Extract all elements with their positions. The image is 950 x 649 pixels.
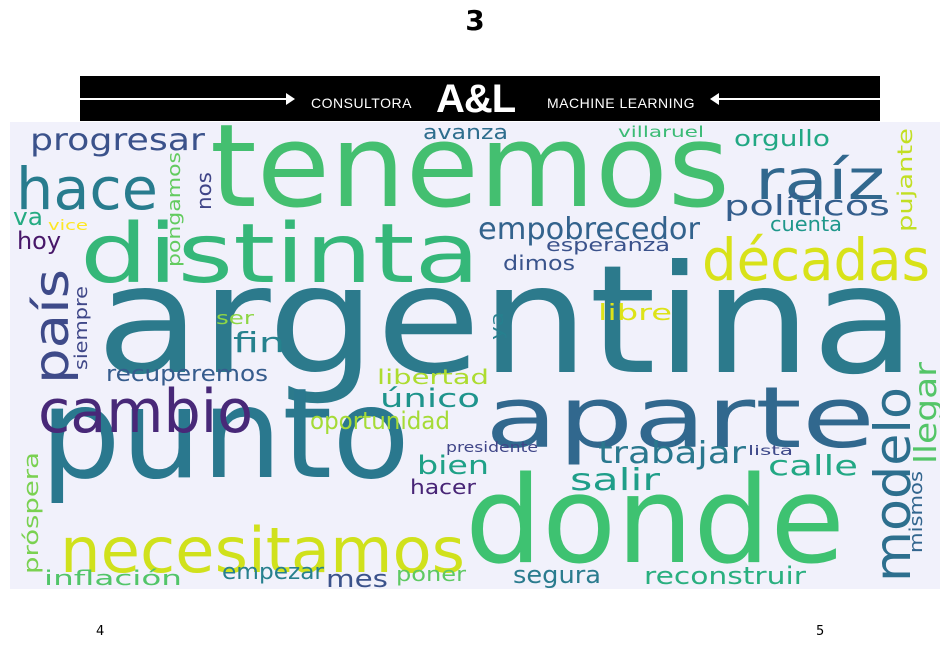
- word-distinta: distinta: [80, 207, 480, 302]
- word-hace: hace: [16, 155, 158, 223]
- word-libertad: libertad: [377, 365, 489, 389]
- word-mes: mes: [326, 565, 388, 589]
- word-progresar: progresar: [30, 123, 206, 158]
- word-calle: calle: [768, 449, 858, 482]
- word-tenemos: tenemos: [210, 122, 730, 234]
- word-siempre: siempre: [71, 286, 92, 370]
- word-ser: ser: [216, 308, 255, 329]
- word-villaruel: villaruel: [618, 123, 704, 141]
- word-hacer: hacer: [410, 475, 477, 499]
- word-punto: punto: [40, 362, 410, 507]
- word-donde: donde: [465, 452, 845, 589]
- word-empezar: empezar: [222, 560, 325, 585]
- word-poner: poner: [396, 562, 467, 586]
- banner-left-text: CONSULTORA: [311, 95, 412, 111]
- banner-right-text: MACHINE LEARNING: [547, 95, 696, 111]
- brand-banner: CONSULTORA A&L MACHINE LEARNING: [80, 76, 880, 121]
- word-hoy: hoy: [17, 227, 61, 255]
- word-ya: ya: [487, 312, 508, 340]
- word-mismos: mismos: [906, 471, 927, 553]
- word-nos: nos: [192, 172, 216, 210]
- word-presidente: presidente: [446, 440, 538, 456]
- word-cloud: argentina tenemos punto donde aparte distinta…: [10, 122, 940, 589]
- word-salir: salir: [570, 463, 661, 498]
- word-vice: vice: [48, 218, 88, 234]
- word-necesitamos: necesitamos: [60, 514, 465, 587]
- word-trabajar: trabajar: [598, 436, 747, 471]
- word-bien: bien: [417, 451, 489, 481]
- word-cuenta: cuenta: [770, 212, 842, 236]
- word-orgullo: orgullo: [734, 127, 830, 152]
- brand-logo: A&L: [436, 77, 516, 121]
- word-oportunidad: oportunidad: [310, 407, 450, 435]
- word-lista: lista: [748, 444, 793, 459]
- word-pujante: pujante: [893, 128, 917, 232]
- page-number-left: 4: [96, 624, 105, 639]
- word-avanza: avanza: [423, 122, 508, 144]
- word-cambio: cambio: [38, 377, 253, 447]
- word-próspera: próspera: [19, 452, 43, 574]
- word-llegar: llegar: [909, 361, 940, 464]
- word-décadas: décadas: [702, 226, 930, 294]
- word-país: país: [24, 269, 80, 384]
- word-fin: fin: [233, 326, 285, 359]
- word-dimos: dimos: [503, 251, 575, 275]
- left-arrow-line: [80, 98, 292, 100]
- word-segura: segura: [513, 561, 601, 589]
- word-argentina: argentina: [96, 234, 916, 408]
- word-recuperemos: recuperemos: [106, 362, 268, 387]
- word-único: único: [380, 384, 480, 414]
- word-empobrecedor: empobrecedor: [478, 212, 701, 247]
- word-modelo: modelo: [864, 387, 922, 582]
- right-arrow-line: [712, 98, 880, 100]
- right-pointing-arrowhead-icon: [286, 93, 295, 105]
- page-title: 3: [465, 4, 485, 37]
- word-reconstruir: reconstruir: [644, 562, 806, 589]
- word-inflación: inflación: [44, 566, 182, 589]
- word-aparte: aparte: [485, 369, 875, 468]
- word-políticos: políticos: [724, 189, 890, 222]
- page-number-right: 5: [816, 624, 825, 639]
- word-raíz: raíz: [755, 148, 885, 212]
- word-esperanza: esperanza: [546, 235, 670, 256]
- word-libre: libre: [598, 301, 672, 326]
- word-va: va: [13, 203, 43, 231]
- word-pongamos: pongamos: [164, 152, 185, 267]
